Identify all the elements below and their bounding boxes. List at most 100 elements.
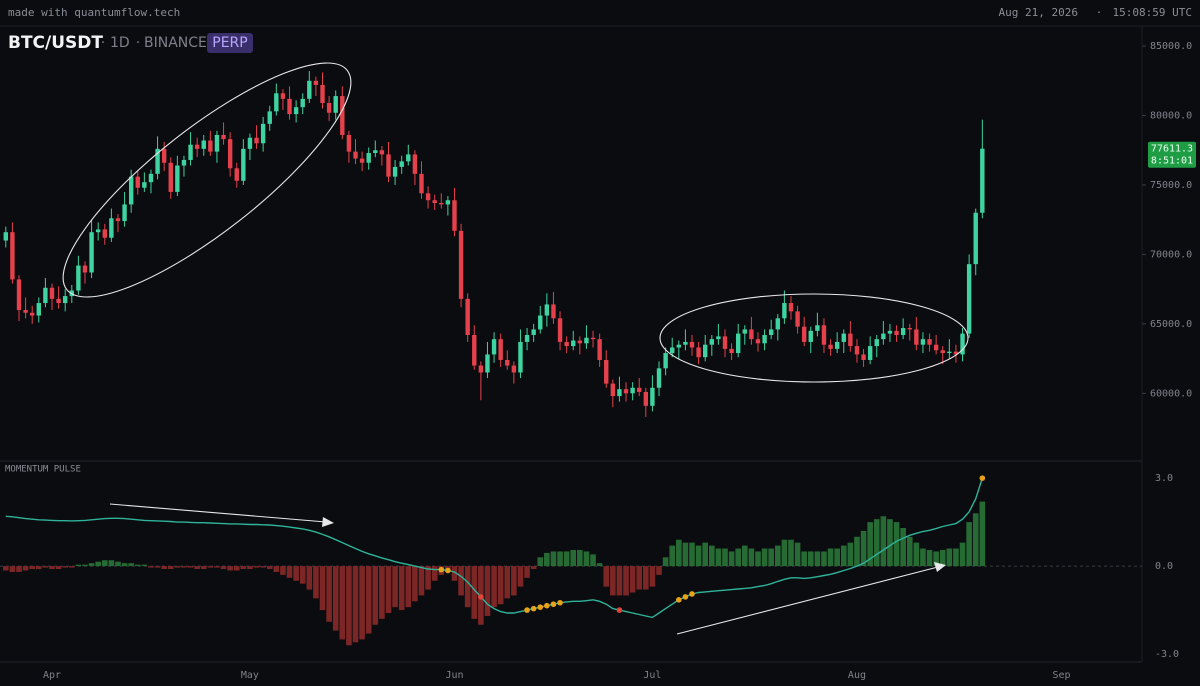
histogram-bar xyxy=(860,530,867,567)
candle-body xyxy=(749,329,754,340)
histogram-bar xyxy=(88,563,95,567)
annotation-arrow xyxy=(676,566,939,635)
histogram-bar xyxy=(537,557,544,567)
candle-body xyxy=(637,387,642,392)
candle-body xyxy=(280,93,286,99)
candle-body xyxy=(775,318,780,330)
y-tick-label: 70000.0 xyxy=(1150,249,1192,260)
histogram-bar xyxy=(755,551,761,567)
histogram-bar xyxy=(108,560,115,567)
histogram-bar xyxy=(953,548,959,567)
candle-body xyxy=(524,334,530,342)
candle-body xyxy=(23,309,28,313)
candle-body xyxy=(439,203,444,205)
histogram-bar xyxy=(148,566,154,568)
candle-body xyxy=(650,387,655,406)
candle-body xyxy=(914,329,919,345)
histogram-bar xyxy=(233,566,240,571)
momentum-line xyxy=(5,477,983,619)
histogram-bar xyxy=(689,542,695,567)
histogram-bar xyxy=(702,542,709,567)
separator: · xyxy=(136,35,140,51)
histogram-bar xyxy=(194,566,200,570)
candle-body xyxy=(927,339,932,345)
interval: 1D xyxy=(110,35,130,51)
histogram-bar xyxy=(728,551,735,567)
candle-body xyxy=(175,165,180,192)
candle-body xyxy=(828,344,833,349)
histogram-bar xyxy=(365,566,372,634)
candle-body xyxy=(274,93,279,112)
candle-body xyxy=(670,347,675,354)
candle-body xyxy=(491,339,497,355)
candle-body xyxy=(148,173,154,183)
signal-dot xyxy=(979,475,986,481)
candle-body xyxy=(953,351,959,355)
candle-body xyxy=(478,365,484,373)
histogram-bar xyxy=(101,560,108,567)
candle-body xyxy=(412,154,418,174)
candle-body xyxy=(49,287,55,299)
histogram-bar xyxy=(42,566,49,568)
candle-body xyxy=(623,389,629,394)
momentum-title: MOMENTUM PULSE xyxy=(5,465,81,475)
histogram-bar xyxy=(451,566,458,581)
candle-body xyxy=(95,229,101,233)
candle-body xyxy=(538,315,543,330)
candle-body xyxy=(663,353,668,369)
histogram-bar xyxy=(636,566,643,590)
histogram-bar xyxy=(49,566,55,570)
candle-body xyxy=(29,312,35,316)
candle-body xyxy=(531,329,536,335)
candle-body xyxy=(940,350,945,354)
candle-body xyxy=(313,80,319,85)
x-tick-label: Jul xyxy=(643,670,661,681)
histogram-bar xyxy=(313,566,319,599)
candle-body xyxy=(155,148,160,174)
candle-body xyxy=(194,144,200,149)
histogram-bar xyxy=(900,527,906,567)
histogram-bar xyxy=(676,539,682,567)
histogram-bar xyxy=(629,566,636,593)
candle-body xyxy=(947,351,952,354)
histogram-bar xyxy=(590,554,596,567)
candle-body xyxy=(56,298,61,304)
histogram-bar xyxy=(55,566,62,570)
candle-body xyxy=(735,333,741,354)
candle-body xyxy=(643,391,649,406)
histogram-bar xyxy=(319,566,326,611)
y-tick-label: 80000.0 xyxy=(1150,111,1192,122)
histogram-bar xyxy=(227,566,233,571)
candle-body xyxy=(795,311,800,327)
candle-body xyxy=(227,139,233,169)
histogram-bar xyxy=(339,566,346,640)
candle-body xyxy=(590,337,596,340)
histogram-bar xyxy=(616,566,623,596)
y-tick-label: 60000.0 xyxy=(1150,388,1192,399)
histogram-bar xyxy=(774,545,781,567)
candle-body xyxy=(815,325,820,331)
histogram-bar xyxy=(669,545,676,567)
histogram-bar xyxy=(491,566,497,608)
histogram-bar xyxy=(906,536,913,567)
histogram-bar xyxy=(709,545,715,567)
candle-body xyxy=(808,330,813,342)
signal-dot xyxy=(676,597,682,603)
histogram-bar xyxy=(214,566,220,568)
histogram-bar xyxy=(966,522,972,567)
histogram-bar xyxy=(583,551,590,567)
candle-body xyxy=(247,137,253,149)
candle-body xyxy=(597,339,602,360)
histogram-bar xyxy=(768,548,774,567)
candle-body xyxy=(458,230,464,299)
histogram-bar xyxy=(412,566,418,602)
histogram-bar xyxy=(22,566,29,571)
y-tick-label: 85000.0 xyxy=(1150,41,1192,52)
candle-body xyxy=(848,333,853,347)
histogram-bar xyxy=(372,566,379,625)
histogram-bar xyxy=(75,564,82,567)
candle-body xyxy=(564,341,569,347)
histogram-bar xyxy=(722,548,728,567)
histogram-bar xyxy=(656,566,662,575)
histogram-bar xyxy=(920,548,926,567)
